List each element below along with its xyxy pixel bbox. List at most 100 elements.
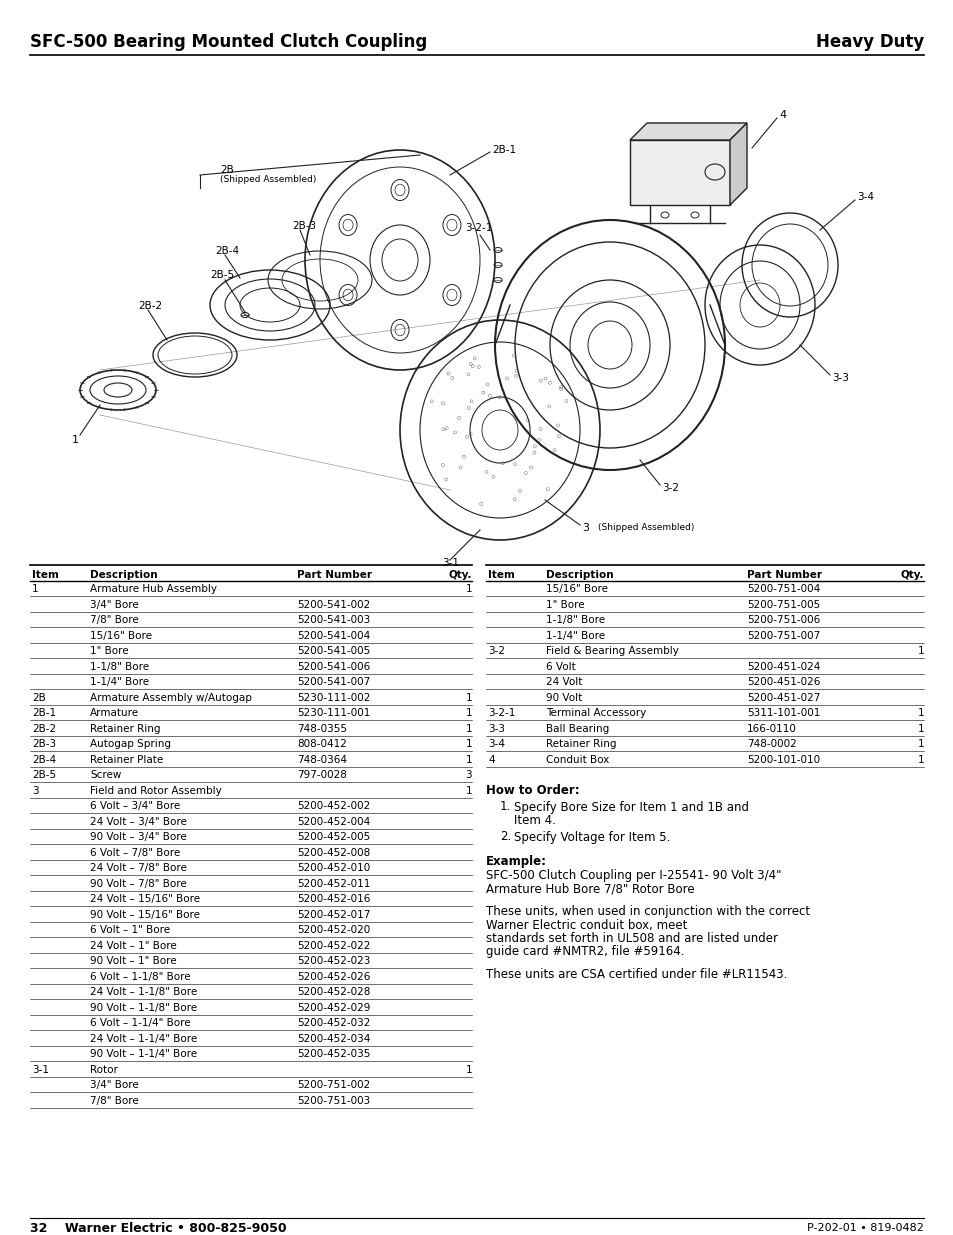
Polygon shape (729, 124, 746, 205)
Text: 5200-452-005: 5200-452-005 (296, 832, 370, 842)
Text: 5200-452-016: 5200-452-016 (296, 894, 370, 904)
Text: SFC-500 Clutch Coupling per I-25541- 90 Volt 3/4": SFC-500 Clutch Coupling per I-25541- 90 … (485, 869, 781, 883)
Text: 6 Volt – 1-1/4" Bore: 6 Volt – 1-1/4" Bore (90, 1018, 191, 1028)
Text: 5200-452-022: 5200-452-022 (296, 941, 370, 951)
Text: 3: 3 (581, 522, 588, 534)
Text: Qty.: Qty. (448, 571, 472, 580)
Text: 90 Volt – 3/4" Bore: 90 Volt – 3/4" Bore (90, 832, 187, 842)
Text: 5200-751-003: 5200-751-003 (296, 1095, 370, 1105)
Text: 1: 1 (465, 739, 472, 748)
Text: 2B: 2B (32, 693, 46, 703)
Text: 808-0412: 808-0412 (296, 739, 347, 748)
Text: 24 Volt – 1-1/4" Bore: 24 Volt – 1-1/4" Bore (90, 1034, 197, 1044)
Text: 1: 1 (917, 708, 923, 718)
Text: Armature Assembly w/Autogap: Armature Assembly w/Autogap (90, 693, 252, 703)
Text: 5200-541-004: 5200-541-004 (296, 631, 370, 641)
Text: 3-3: 3-3 (831, 373, 848, 383)
Text: 7/8" Bore: 7/8" Bore (90, 1095, 138, 1105)
Text: 5200-452-026: 5200-452-026 (296, 972, 370, 982)
Text: 1: 1 (32, 584, 38, 594)
Text: 5200-451-026: 5200-451-026 (746, 677, 820, 687)
Text: Heavy Duty: Heavy Duty (815, 33, 923, 51)
Text: 3-4: 3-4 (856, 191, 873, 203)
Text: 3/4" Bore: 3/4" Bore (90, 599, 138, 610)
Text: 1: 1 (465, 724, 472, 734)
Text: 90 Volt – 15/16" Bore: 90 Volt – 15/16" Bore (90, 909, 200, 920)
Text: 2B-2: 2B-2 (138, 301, 162, 311)
Text: 797-0028: 797-0028 (296, 771, 347, 781)
Text: 3/4" Bore: 3/4" Bore (90, 1081, 138, 1091)
Text: 2B-5: 2B-5 (32, 771, 56, 781)
Text: 90 Volt – 1" Bore: 90 Volt – 1" Bore (90, 956, 176, 966)
Text: Field and Rotor Assembly: Field and Rotor Assembly (90, 785, 221, 795)
Text: 2B-3: 2B-3 (32, 739, 56, 748)
Text: 1-1/4" Bore: 1-1/4" Bore (545, 631, 604, 641)
Text: 4: 4 (488, 755, 494, 764)
Text: 748-0364: 748-0364 (296, 755, 347, 764)
Text: 5200-452-023: 5200-452-023 (296, 956, 370, 966)
Text: standards set forth in UL508 and are listed under: standards set forth in UL508 and are lis… (485, 931, 778, 945)
Text: Description: Description (545, 571, 613, 580)
Text: 1-1/8" Bore: 1-1/8" Bore (545, 615, 604, 625)
Text: 5200-751-006: 5200-751-006 (746, 615, 820, 625)
Polygon shape (629, 140, 729, 205)
Text: Armature: Armature (90, 708, 139, 718)
Text: 1: 1 (71, 435, 79, 445)
Text: 90 Volt: 90 Volt (545, 693, 581, 703)
Text: 1: 1 (465, 708, 472, 718)
Text: (Shipped Assembled): (Shipped Assembled) (220, 175, 316, 184)
Text: 5311-101-001: 5311-101-001 (746, 708, 820, 718)
Text: 1: 1 (465, 1065, 472, 1074)
Text: Example:: Example: (485, 856, 546, 868)
Text: 5200-751-004: 5200-751-004 (746, 584, 820, 594)
Text: Description: Description (90, 571, 157, 580)
Text: 1: 1 (917, 739, 923, 748)
Text: Rotor: Rotor (90, 1065, 118, 1074)
Text: Retainer Ring: Retainer Ring (90, 724, 160, 734)
Text: 24 Volt: 24 Volt (545, 677, 581, 687)
Text: 5200-541-002: 5200-541-002 (296, 599, 370, 610)
Text: Retainer Ring: Retainer Ring (545, 739, 616, 748)
Text: 3-3: 3-3 (488, 724, 504, 734)
Text: 5200-451-027: 5200-451-027 (746, 693, 820, 703)
Text: 5200-751-002: 5200-751-002 (296, 1081, 370, 1091)
Text: 2B-1: 2B-1 (32, 708, 56, 718)
Text: 15/16" Bore: 15/16" Bore (90, 631, 152, 641)
Text: These units, when used in conjunction with the correct: These units, when used in conjunction wi… (485, 905, 809, 919)
Text: 24 Volt – 1" Bore: 24 Volt – 1" Bore (90, 941, 176, 951)
Text: 2.: 2. (499, 830, 511, 844)
Text: 3-1: 3-1 (32, 1065, 49, 1074)
Text: 5200-751-005: 5200-751-005 (746, 599, 820, 610)
Text: 6 Volt – 1" Bore: 6 Volt – 1" Bore (90, 925, 170, 935)
Text: 5200-751-007: 5200-751-007 (746, 631, 820, 641)
Text: 2B-2: 2B-2 (32, 724, 56, 734)
Text: 5200-452-010: 5200-452-010 (296, 863, 370, 873)
Polygon shape (629, 124, 746, 140)
Text: 1-1/4" Bore: 1-1/4" Bore (90, 677, 149, 687)
Text: How to Order:: How to Order: (485, 784, 579, 798)
Text: 5200-541-005: 5200-541-005 (296, 646, 370, 656)
Text: guide card #NMTR2, file #59164.: guide card #NMTR2, file #59164. (485, 945, 684, 957)
Text: 5200-452-011: 5200-452-011 (296, 878, 370, 888)
Text: 5200-452-020: 5200-452-020 (296, 925, 370, 935)
Text: Ball Bearing: Ball Bearing (545, 724, 609, 734)
Text: 2B-3: 2B-3 (292, 221, 315, 231)
Text: Part Number: Part Number (746, 571, 821, 580)
Text: 5200-452-029: 5200-452-029 (296, 1003, 370, 1013)
Text: 24 Volt – 15/16" Bore: 24 Volt – 15/16" Bore (90, 894, 200, 904)
Text: 5200-541-006: 5200-541-006 (296, 662, 370, 672)
Text: 2B-1: 2B-1 (492, 144, 516, 156)
Text: 5230-111-002: 5230-111-002 (296, 693, 370, 703)
Text: 5200-451-024: 5200-451-024 (746, 662, 820, 672)
Text: 5200-452-032: 5200-452-032 (296, 1018, 370, 1028)
Text: 3-2-1: 3-2-1 (464, 224, 492, 233)
Text: 5200-452-035: 5200-452-035 (296, 1049, 370, 1060)
Text: 1.: 1. (499, 800, 511, 814)
Text: 1: 1 (465, 693, 472, 703)
Text: 1: 1 (465, 785, 472, 795)
Text: 1-1/8" Bore: 1-1/8" Bore (90, 662, 149, 672)
Text: Specify Bore Size for Item 1 and 1B and: Specify Bore Size for Item 1 and 1B and (514, 800, 748, 814)
Text: Part Number: Part Number (296, 571, 372, 580)
Text: 5230-111-001: 5230-111-001 (296, 708, 370, 718)
Text: 32    Warner Electric • 800-825-9050: 32 Warner Electric • 800-825-9050 (30, 1221, 286, 1235)
